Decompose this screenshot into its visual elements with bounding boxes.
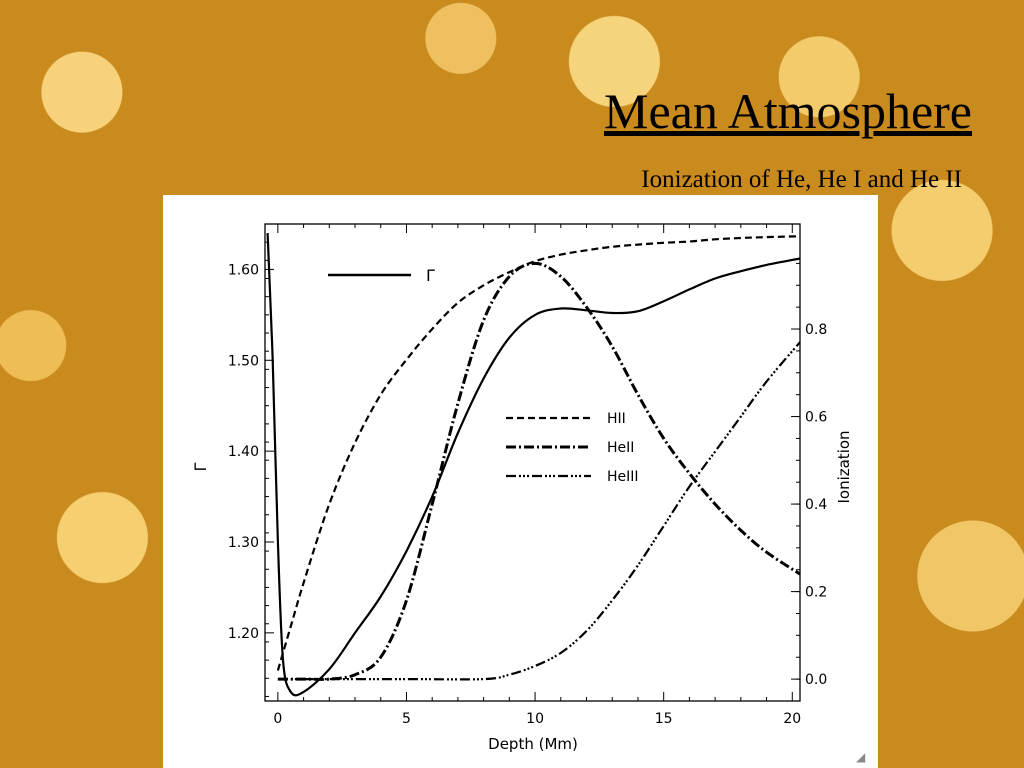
resize-grip-icon[interactable]: ◢ (856, 750, 866, 764)
y-axis-right-label: Ionization (835, 430, 853, 503)
y-right-tick-label: 0.2 (805, 585, 827, 601)
y-right-tick-label: 0.6 (805, 410, 827, 426)
x-tick-label: 10 (526, 711, 544, 727)
legend-label-hii: HII (607, 411, 626, 427)
y-left-tick-label: 1.30 (228, 535, 259, 551)
legend-label-heiii: HeIII (607, 469, 639, 485)
series-line- (266, 233, 801, 697)
y-left-tick-label: 1.20 (228, 626, 259, 642)
series-line-heiii (277, 341, 801, 681)
y-axis-left-label: Γ (191, 462, 210, 471)
x-tick-label: 0 (273, 711, 282, 727)
ionization-chart: 0 5 10 15 20 1.20 1.30 1.40 1.50 1.60 0.0 0.2 0.4 0.6… (191, 223, 853, 753)
series-line-hii (276, 235, 801, 671)
x-axis-label: Depth (Mm) (488, 735, 578, 753)
slide-subtitle: Ionization of He, He I and He II (641, 166, 962, 193)
legend-gamma-label: Γ (426, 266, 435, 285)
y-left-tick-label: 1.40 (228, 444, 259, 460)
x-tick-label: 5 (402, 711, 411, 727)
y-right-tick-label: 0.0 (805, 672, 827, 688)
x-tick-label: 15 (655, 711, 673, 727)
y-left-tick-label: 1.60 (228, 262, 259, 278)
x-tick-label: 20 (783, 711, 801, 727)
y-right-tick-label: 0.8 (805, 322, 827, 338)
plot-panel: 0 5 10 15 20 1.20 1.30 1.40 1.50 1.60 0.0 0.2 0.4 0.6… (163, 195, 878, 768)
plot-frame (264, 223, 801, 702)
legend-label-heii: HeII (607, 440, 634, 456)
series-line-heii (277, 261, 801, 681)
y-right-tick-label: 0.4 (805, 497, 827, 513)
y-left-tick-label: 1.50 (228, 353, 259, 369)
slide-title: Mean Atmosphere (604, 83, 972, 139)
